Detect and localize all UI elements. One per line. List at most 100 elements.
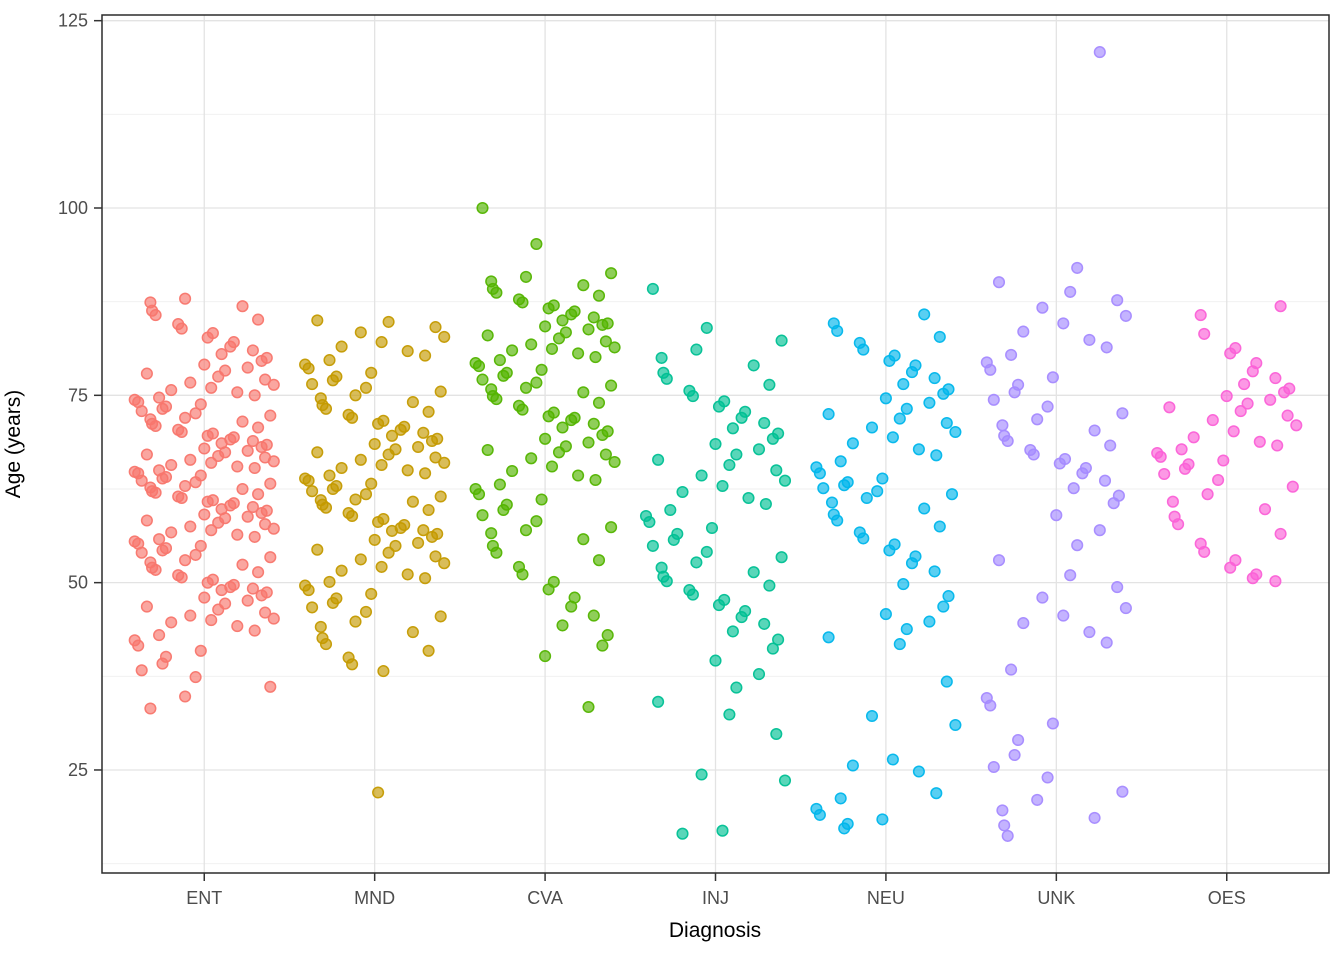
data-point-neu <box>933 330 946 343</box>
data-point-neu <box>918 308 931 321</box>
data-point-cva <box>582 323 595 336</box>
data-point-ent <box>194 539 207 552</box>
data-point-ent <box>144 413 157 426</box>
data-point-ent <box>227 431 240 444</box>
data-point-oes <box>1217 454 1230 467</box>
data-point-mnd <box>335 461 348 475</box>
data-point-mnd <box>375 458 388 472</box>
x-tick-label: INJ <box>702 888 729 908</box>
data-point-unk <box>1046 717 1059 730</box>
data-point-mnd <box>417 426 430 439</box>
data-point-cva <box>500 366 513 379</box>
data-point-mnd <box>365 477 378 490</box>
data-point-mnd <box>349 615 362 628</box>
data-point-neu <box>893 638 906 651</box>
data-point-oes <box>1229 342 1242 355</box>
data-point-mnd <box>429 550 442 563</box>
data-point-inj <box>778 474 792 487</box>
data-point-inj <box>655 561 668 574</box>
data-point-oes <box>1227 425 1240 438</box>
data-point-neu <box>860 491 873 505</box>
data-point-oes <box>1187 431 1200 444</box>
data-point-mnd <box>406 495 419 508</box>
data-point-mnd <box>314 620 327 633</box>
data-point-ent <box>198 591 211 604</box>
data-point-cva <box>568 305 581 318</box>
data-point-inj <box>775 551 788 564</box>
data-point-cva <box>547 575 560 588</box>
data-point-inj <box>726 422 739 435</box>
data-point-ent <box>144 296 157 309</box>
data-point-oes <box>1269 575 1282 588</box>
data-point-mnd <box>299 472 312 485</box>
data-point-oes <box>1163 401 1176 414</box>
data-point-unk <box>1058 452 1072 466</box>
data-point-oes <box>1158 467 1171 481</box>
data-point-oes <box>1286 480 1299 493</box>
y-tick-label: 125 <box>58 11 88 31</box>
data-point-ent <box>128 465 141 478</box>
data-point-mnd <box>429 321 442 334</box>
data-point-cva <box>596 639 609 652</box>
data-point-neu <box>900 623 913 636</box>
data-point-unk <box>1116 785 1129 798</box>
data-point-neu <box>886 431 899 444</box>
data-point-neu <box>900 402 913 415</box>
data-point-cva <box>599 335 612 348</box>
data-point-inj <box>716 479 729 493</box>
data-point-cva <box>485 527 498 540</box>
data-point-ent <box>184 453 197 466</box>
data-point-neu <box>879 392 892 405</box>
data-point-ent <box>236 558 249 571</box>
data-point-cva <box>512 399 526 412</box>
data-point-ent <box>260 586 273 599</box>
data-point-oes <box>1206 414 1219 427</box>
data-point-inj <box>772 633 785 646</box>
data-point-neu <box>930 449 943 462</box>
data-point-ent <box>231 620 244 633</box>
data-point-cva <box>481 443 494 457</box>
data-point-oes <box>1220 390 1233 403</box>
data-point-unk <box>1041 771 1054 784</box>
data-point-inj <box>752 443 766 456</box>
data-point-unk <box>1064 569 1077 582</box>
data-point-mnd <box>375 336 388 349</box>
data-point-oes <box>1198 327 1211 340</box>
data-point-cva <box>587 609 600 622</box>
data-point-neu <box>930 787 943 800</box>
data-point-mnd <box>401 464 414 477</box>
data-point-mnd <box>342 506 355 520</box>
data-point-inj <box>723 708 736 721</box>
data-point-unk <box>980 356 993 369</box>
data-point-inj <box>690 556 703 569</box>
data-point-mnd <box>306 601 319 614</box>
data-point-unk <box>1104 439 1117 452</box>
data-point-mnd <box>377 414 390 427</box>
data-point-unk <box>1093 46 1106 59</box>
data-point-neu <box>897 378 910 391</box>
data-point-neu <box>871 485 884 498</box>
data-point-neu <box>822 408 835 421</box>
data-point-oes <box>1264 393 1277 406</box>
data-point-unk <box>1083 333 1096 346</box>
data-point-oes <box>1194 537 1207 550</box>
data-point-ent <box>194 469 207 482</box>
data-point-neu <box>886 753 899 766</box>
data-point-ent <box>252 566 265 579</box>
data-point-unk <box>1031 413 1044 426</box>
data-point-unk <box>1111 294 1124 307</box>
data-point-inj <box>730 681 743 694</box>
data-point-oes <box>1168 510 1181 523</box>
x-tick-label: ENT <box>186 888 222 908</box>
data-point-ent <box>241 444 254 457</box>
data-point-ent <box>236 300 249 313</box>
data-point-neu <box>949 718 962 732</box>
data-point-cva <box>519 270 533 283</box>
data-point-ent <box>206 494 219 507</box>
data-point-cva <box>519 524 533 537</box>
data-point-cva <box>539 650 552 663</box>
data-point-unk <box>1036 301 1049 314</box>
data-point-cva <box>469 482 482 496</box>
